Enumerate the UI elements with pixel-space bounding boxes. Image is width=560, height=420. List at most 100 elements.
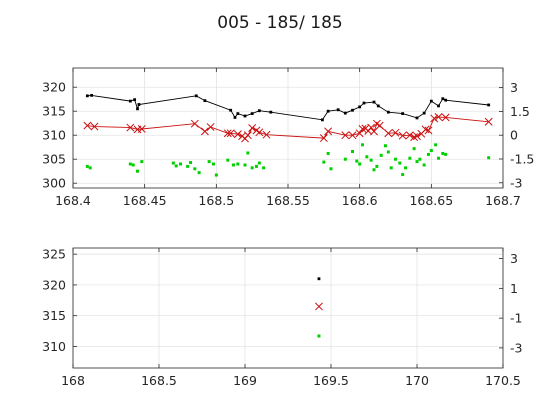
data-point	[372, 100, 376, 104]
data-point	[136, 169, 139, 173]
data-point	[322, 160, 326, 164]
data-point	[207, 160, 211, 164]
data-point	[329, 167, 333, 171]
data-point	[401, 173, 405, 177]
x-tick-label: 168.65	[409, 193, 453, 208]
data-point	[250, 166, 254, 170]
data-point-x-marker	[255, 128, 264, 137]
series-red-line-x	[315, 302, 323, 311]
y2-tick-label: 3	[510, 251, 518, 266]
data-point-x-marker	[367, 123, 376, 132]
series-black-line-dots	[317, 277, 321, 281]
data-point-x-marker	[341, 131, 350, 140]
data-point	[197, 171, 201, 175]
bottom-panel: 168 168.5 169 169.5 170 170.5 310 315 320 325 -3 -1…	[42, 247, 522, 388]
data-point-x-marker	[126, 123, 135, 132]
data-point	[444, 98, 448, 102]
data-point-x-marker	[324, 127, 333, 136]
data-point	[418, 157, 422, 161]
y-tick-label: 315	[42, 104, 66, 119]
data-point-x-marker	[262, 130, 271, 139]
y2-tick-label: 0	[510, 128, 518, 143]
data-point	[317, 334, 321, 338]
data-point-x-marker	[430, 114, 439, 123]
data-point-x-marker	[413, 132, 421, 141]
data-point	[194, 94, 198, 98]
data-point	[250, 112, 254, 115]
series-green-dots	[85, 143, 491, 177]
data-point	[401, 112, 405, 115]
data-point	[140, 160, 144, 164]
axes-box	[72, 247, 504, 369]
data-point	[85, 164, 89, 168]
data-point-x-marker	[434, 113, 443, 121]
x-tick-label: 168.7	[485, 193, 521, 208]
plot-area	[73, 248, 503, 368]
data-point-x-marker	[384, 129, 393, 138]
y2-tick-label: -3	[510, 340, 522, 355]
data-point	[85, 94, 89, 98]
x-tick-label: 170.5	[485, 373, 521, 388]
data-point	[412, 147, 416, 151]
data-point	[362, 101, 366, 105]
data-point	[415, 116, 419, 120]
y-tick-label: 310	[42, 128, 66, 143]
y2-tick-label: -3	[510, 175, 522, 190]
data-point	[174, 164, 178, 168]
data-point-x-marker	[441, 113, 450, 122]
data-point	[358, 105, 362, 109]
data-point-x-marker	[348, 131, 357, 140]
data-point	[444, 152, 448, 156]
series-red-line-x	[83, 113, 493, 143]
data-point-x-marker	[190, 119, 199, 128]
x-tick-label: 169	[233, 373, 257, 388]
data-point	[128, 99, 132, 103]
top-panel: 168.4 168.45 168.5 168.55 168.6 168.65 168.730…	[42, 67, 534, 208]
data-point	[434, 143, 438, 147]
data-point	[179, 162, 182, 166]
data-point	[189, 161, 193, 165]
data-point	[343, 157, 347, 161]
data-point	[193, 167, 197, 171]
data-point	[137, 103, 141, 106]
data-point	[487, 103, 491, 107]
y-tick-label: 320	[42, 277, 66, 292]
data-point	[415, 160, 419, 164]
data-point-x-marker	[358, 125, 367, 133]
data-point	[361, 143, 365, 147]
data-point	[422, 111, 426, 115]
data-point-x-marker	[83, 121, 92, 130]
data-point	[243, 163, 247, 167]
data-point	[321, 118, 324, 122]
data-point-x-marker	[315, 302, 323, 311]
data-point-x-marker	[424, 126, 433, 135]
y2-tick-label: -1.5	[510, 151, 534, 166]
data-point	[326, 151, 330, 155]
data-point	[232, 163, 236, 167]
data-point-x-marker	[421, 125, 430, 134]
data-point	[128, 162, 132, 166]
data-point-x-marker	[223, 129, 232, 138]
series-black-line-dots	[85, 93, 491, 122]
data-point	[398, 161, 402, 165]
data-point	[226, 158, 230, 162]
data-point	[317, 277, 321, 281]
data-point	[386, 150, 390, 154]
y2-tick-label: 1	[510, 281, 518, 296]
data-point	[246, 151, 250, 155]
data-point	[429, 99, 433, 103]
data-point-x-marker	[398, 131, 407, 140]
y2-tick-label: -1	[510, 311, 522, 326]
x-tick-label: 168.4	[55, 193, 91, 208]
data-point-x-marker	[243, 131, 252, 140]
data-point	[351, 150, 354, 154]
data-point	[236, 112, 240, 115]
data-point-x-marker	[200, 127, 209, 136]
data-point	[441, 97, 445, 101]
x-tick-label: 168.55	[266, 193, 310, 208]
data-point	[214, 173, 218, 177]
data-point	[131, 163, 135, 167]
data-point	[376, 104, 380, 108]
data-point	[355, 159, 359, 163]
